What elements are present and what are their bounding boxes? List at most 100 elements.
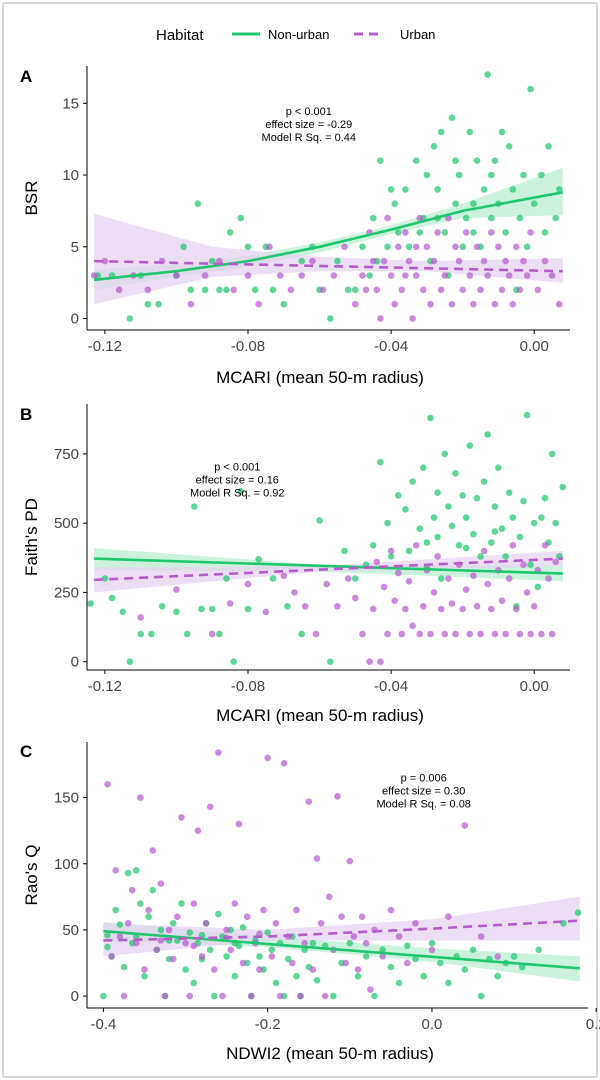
panel-b-ytick-label: 0 xyxy=(71,654,79,671)
panel-a-point-nonurban xyxy=(369,214,377,222)
panel-c-point-urban xyxy=(260,906,267,914)
panel-b-point-nonurban xyxy=(491,503,499,510)
panel-c-point-nonurban xyxy=(445,979,452,987)
panel-c-point-urban xyxy=(334,793,341,800)
panel-b-ytick-label: 750 xyxy=(54,446,79,463)
panel-c-point-urban xyxy=(202,920,210,927)
panel-b-point-nonurban xyxy=(208,605,216,613)
panel-a-point-nonurban xyxy=(552,214,559,222)
panel-b-point-nonurban xyxy=(173,608,180,616)
panel-a-point-nonurban xyxy=(208,257,216,265)
panel-a-xtick-label: 0.00 xyxy=(520,338,549,355)
panel-c-point-nonurban xyxy=(223,953,230,960)
panel-b-point-nonurban xyxy=(244,605,252,613)
panel-c-point-urban xyxy=(248,992,255,1000)
panel-a-point-urban xyxy=(362,286,370,294)
panel-a-point-urban xyxy=(541,257,549,265)
panel-a-point-urban xyxy=(484,272,492,279)
panel-a-point-urban xyxy=(412,272,420,279)
panel-b-point-nonurban xyxy=(502,553,509,560)
panel-a-tag: A xyxy=(20,67,32,86)
panel-b-point-nonurban xyxy=(520,497,527,505)
panel-a-point-nonurban xyxy=(473,157,481,164)
panel-b-point-nonurban xyxy=(119,608,127,616)
panel-a-point-urban xyxy=(384,214,391,222)
panel-a-point-nonurban xyxy=(395,229,402,236)
panel-a-point-urban xyxy=(470,300,477,308)
panel-c-point-urban xyxy=(161,992,169,1000)
panel-b-point-urban xyxy=(226,600,234,607)
panel-c-point-urban xyxy=(367,986,374,993)
panel-a-point-urban xyxy=(352,300,359,308)
panel-a-point-nonurban xyxy=(470,200,477,207)
panel-a-point-nonurban xyxy=(377,157,384,164)
panel-a-point-nonurban xyxy=(437,128,445,136)
panel-b-point-urban xyxy=(459,605,467,613)
panel-b-point-nonurban xyxy=(216,630,223,638)
panel-c-point-nonurban xyxy=(182,966,189,973)
panel-c-points xyxy=(100,749,582,1000)
panel-c-fit-urban xyxy=(103,919,580,942)
panel-a-point-urban xyxy=(187,300,195,308)
panel-a-band-urban xyxy=(94,213,563,305)
panel-b-point-urban xyxy=(416,630,424,638)
panel-b-point-urban xyxy=(462,586,470,593)
panel-a-point-urban xyxy=(505,272,513,279)
panel-b-point-nonurban xyxy=(416,525,424,532)
panel-a-point-urban xyxy=(359,272,366,279)
panel-c-point-nonurban xyxy=(231,972,239,980)
panel-a-point-nonurban xyxy=(280,300,288,308)
panel-b-point-nonurban xyxy=(509,514,517,521)
panel-b-point-urban xyxy=(452,630,459,638)
panel-c-point-nonurban xyxy=(330,992,337,1000)
panel-b-annotation-2: effect size = 0.16 xyxy=(196,475,279,487)
panel-a-point-urban xyxy=(434,229,441,236)
legend-title: Habitat xyxy=(156,27,204,44)
panel-c-xtick-label: 0.2 xyxy=(586,1016,600,1033)
panel-a-xlabel: MCARI (mean 50-m radius) xyxy=(216,368,424,387)
panel-b-xlabel: MCARI (mean 50-m radius) xyxy=(216,706,424,725)
panel-a-point-nonurban xyxy=(334,257,341,265)
panel-b-point-urban xyxy=(538,630,545,638)
panel-c-point-nonurban xyxy=(420,972,428,980)
panel-c-point-urban xyxy=(362,939,370,947)
panel-c-point-urban xyxy=(116,933,124,940)
panel-c-point-urban xyxy=(445,913,452,920)
panel-b-point-nonurban xyxy=(527,561,534,568)
panel-a-point-nonurban xyxy=(466,128,474,136)
panel-a-point-nonurban xyxy=(455,171,463,179)
panel-a-point-nonurban xyxy=(359,243,366,251)
panel-b-point-urban xyxy=(427,630,434,638)
panel-c-point-nonurban xyxy=(264,929,272,936)
panel-a-point-urban xyxy=(101,257,109,265)
panel-c-point-nonurban xyxy=(346,939,354,947)
panel-b-points xyxy=(87,411,567,665)
panel-b-point-nonurban xyxy=(191,503,198,510)
panel-a-point-urban xyxy=(488,229,495,236)
panel-c-point-urban xyxy=(395,933,403,940)
panel-b-point-urban xyxy=(466,630,474,638)
panel-b-point-urban xyxy=(173,586,180,593)
panel-b-point-nonurban xyxy=(395,492,402,499)
panel-a-point-nonurban xyxy=(405,243,413,251)
panel-a-point-urban xyxy=(330,272,338,279)
panel-a-annotation-2: effect size = -0.29 xyxy=(265,119,352,131)
panel-c-point-urban xyxy=(309,966,317,973)
panel-c-point-urban xyxy=(149,847,156,854)
panel-a-point-urban xyxy=(466,272,474,279)
panel-c-point-urban xyxy=(120,992,128,1000)
panel-c-point-urban xyxy=(104,781,111,788)
panel-b-point-nonurban xyxy=(530,519,538,527)
panel-a-xtick-label: -0.04 xyxy=(374,338,408,355)
panel-c-point-nonurban xyxy=(215,910,222,918)
panel-c-point-urban xyxy=(305,798,313,805)
legend-label-urban: Urban xyxy=(400,27,435,42)
panel-c-point-urban xyxy=(301,939,308,947)
panel-c-point-urban xyxy=(190,900,198,907)
panel-c-point-urban xyxy=(256,966,263,973)
panel-a-point-nonurban xyxy=(452,200,459,207)
panel-a-point-urban xyxy=(420,286,427,294)
panel-a-point-urban xyxy=(341,243,348,251)
panel-c-point-urban xyxy=(124,920,132,927)
panel-a-point-urban xyxy=(491,300,499,308)
